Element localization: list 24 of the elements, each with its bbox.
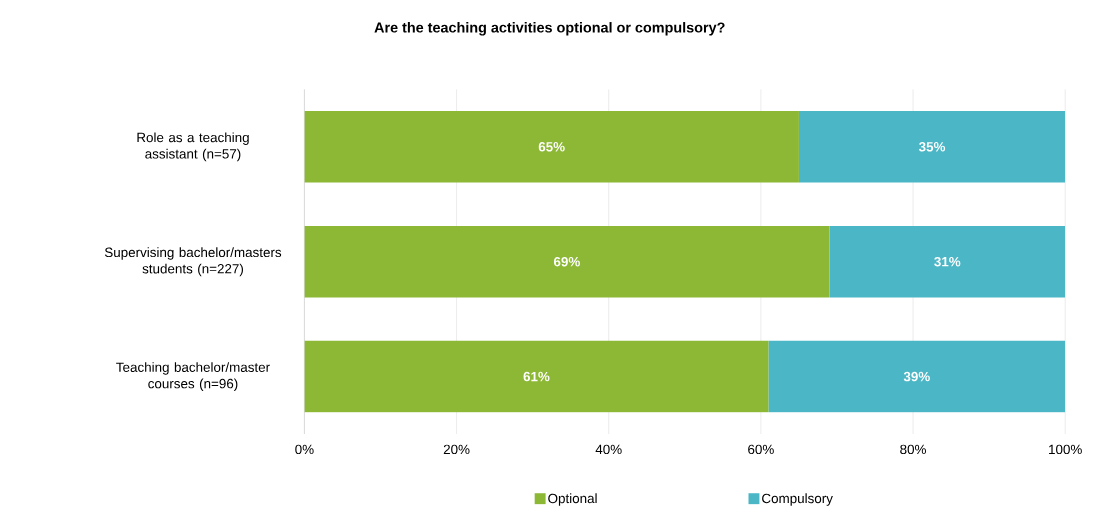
y-tick-label: Role as a teaching assistant (n=57) [137,132,249,162]
x-tick-label: 100% [1049,444,1082,454]
x-tick-label: 60% [748,444,774,454]
x-tick-label: 80% [900,444,926,454]
x-tick-label: 20% [443,444,470,454]
bar [829,225,1066,298]
data-label: 61% [523,371,550,382]
x-tick-label: 0% [295,444,314,454]
x-tick-label: 40% [595,444,622,454]
y-tick-label: Supervising bachelor/masters students (n=227) [104,247,282,276]
bar [304,340,769,413]
data-label: 35% [918,141,946,152]
bar [798,110,1066,183]
y-tick-label: Teaching bachelor/master courses (n=96) [116,361,270,391]
data-label: 31% [934,256,961,267]
data-label: 65% [538,141,565,152]
data-label: 39% [903,371,930,382]
data-label: 69% [553,256,580,267]
bar [304,225,830,298]
legend-label: Compulsory [762,493,833,506]
chart-title: Are the teaching activities optional or compulsory? [374,21,725,36]
bar [304,110,799,183]
bar [768,340,1066,413]
legend-label: Optional [548,493,597,506]
